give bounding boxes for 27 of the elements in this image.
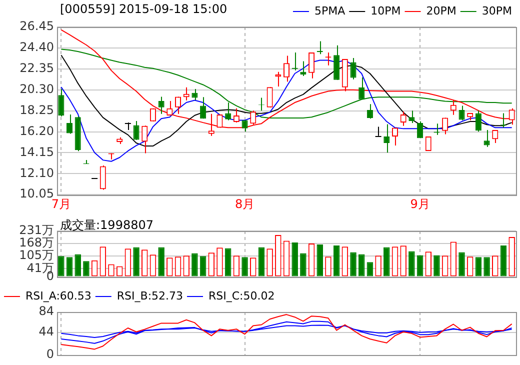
legend-label: RSI_B:52.73 [116, 289, 184, 302]
legend-label: 10PM [370, 4, 401, 18]
y-tick-label: 44 [38, 324, 54, 339]
legend-label: 30PM [482, 4, 512, 18]
x-tick-label: 9月 [410, 196, 430, 211]
y-tick-label: 168万 [19, 236, 54, 250]
y-tick-label: 10.05 [20, 186, 54, 201]
y-tick-label: 22.35 [20, 61, 54, 76]
y-tick-label: 12.10 [20, 166, 54, 180]
y-tick-label: 231万 [19, 223, 54, 238]
legend-label: RSI_C:50.02 [208, 289, 275, 302]
x-tick-label: 7月 [51, 196, 71, 211]
legend-label: 20PM [426, 4, 456, 18]
chart-title: [000559] 2015-09-18 15:00 [60, 2, 228, 16]
x-tick-label: 8月 [234, 196, 255, 211]
y-tick-label: 16.20 [20, 124, 54, 138]
y-tick-label: 18.25 [20, 102, 54, 117]
y-tick-label: 24.40 [20, 40, 54, 54]
y-tick-label: 84 [38, 304, 54, 318]
y-tick-label: 14.15 [20, 144, 54, 159]
y-tick-label: 20.30 [20, 82, 54, 96]
chart-title: 成交量:1998807 [60, 217, 154, 234]
y-tick-label: 105万 [19, 248, 54, 262]
y-tick-label: 26.45 [20, 19, 54, 34]
y-tick-label: 0 [46, 346, 54, 361]
legend-label: RSI_A:60.53 [26, 289, 92, 302]
legend-label: 5PMA [314, 4, 346, 18]
